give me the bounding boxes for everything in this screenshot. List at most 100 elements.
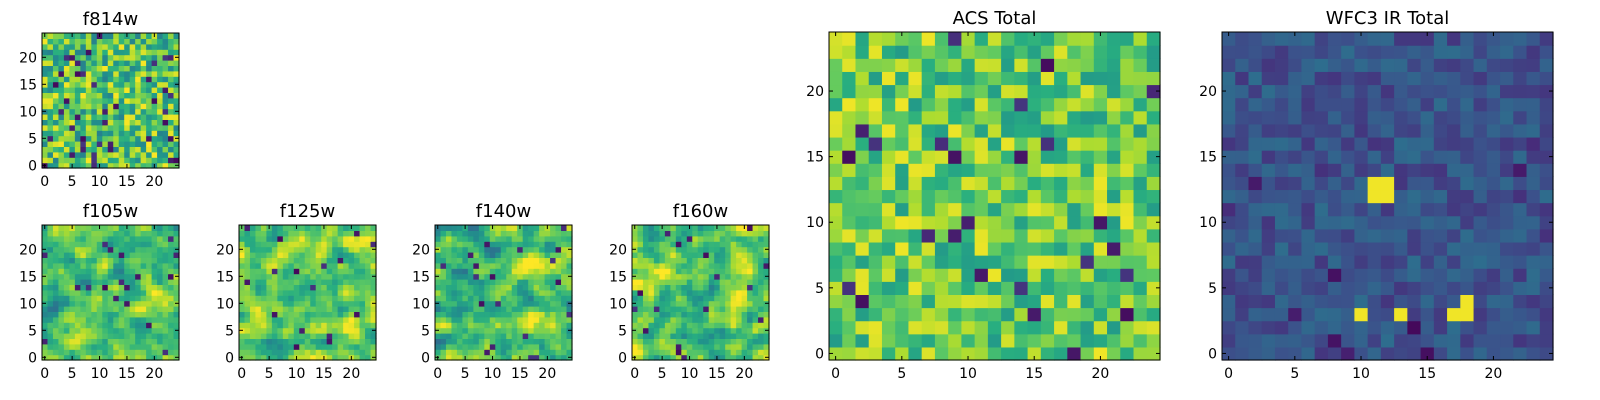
heatmap-cell — [107, 157, 114, 164]
y-tick-label: 10 — [806, 215, 824, 231]
heatmap-cell — [1248, 97, 1263, 112]
heatmap-cell — [80, 273, 87, 280]
heatmap-cell — [249, 273, 257, 280]
heatmap-cell — [440, 300, 447, 307]
heatmap-cell — [118, 279, 125, 285]
heatmap-cell — [299, 268, 306, 275]
x-tick-label: 15 — [1418, 366, 1436, 382]
heatmap-cell — [1014, 58, 1029, 72]
heatmap-cell — [489, 300, 496, 307]
heatmap-cell — [974, 150, 989, 164]
heatmap-cell — [343, 343, 350, 350]
heatmap-cell — [173, 151, 180, 158]
heatmap-cell — [321, 316, 328, 323]
heatmap-cell — [1040, 333, 1055, 348]
heatmap-cell — [632, 241, 639, 248]
heatmap-cell — [1027, 71, 1042, 86]
heatmap-cell — [730, 268, 737, 275]
heatmap-cell — [659, 289, 666, 296]
heatmap-cell — [544, 279, 551, 285]
heatmap-cell — [1146, 163, 1161, 177]
heatmap-cell — [168, 268, 175, 275]
heatmap-cell — [533, 343, 540, 350]
heatmap-cell — [129, 225, 136, 231]
heatmap-cell — [1067, 307, 1082, 322]
heatmap-cell — [670, 225, 677, 231]
heatmap-cell — [151, 114, 158, 120]
heatmap-cell — [354, 338, 361, 345]
heatmap-cell — [80, 151, 87, 158]
heatmap-cell — [533, 268, 540, 275]
heatmap-cell — [47, 49, 54, 56]
heatmap-cell — [670, 300, 677, 307]
heatmap-cell — [506, 246, 513, 253]
x-tick-label: 20 — [342, 366, 360, 382]
heatmap-cell — [539, 327, 546, 334]
heatmap-cell — [326, 284, 333, 291]
heatmap-cell — [102, 151, 109, 158]
heatmap-cell — [473, 349, 480, 356]
heatmap-cell — [135, 162, 142, 169]
heatmap-cell — [173, 92, 180, 99]
heatmap-cell — [162, 49, 169, 56]
heatmap-cell — [266, 230, 273, 237]
heatmap-cell — [91, 162, 98, 169]
heatmap-cell — [489, 316, 496, 323]
heatmap-cell — [332, 343, 339, 350]
heatmap-cell — [96, 92, 103, 99]
heatmap-cell — [708, 246, 715, 253]
heatmap-cell — [934, 45, 949, 59]
heatmap-cell — [1054, 58, 1068, 72]
heatmap-cell — [85, 322, 92, 329]
heatmap-cell — [511, 295, 518, 302]
heatmap-cell — [1080, 176, 1095, 191]
heatmap-cell — [118, 60, 125, 66]
heatmap-cell — [632, 343, 639, 350]
heatmap-cell — [1380, 45, 1395, 59]
heatmap-cell — [664, 252, 671, 258]
heatmap-cell — [271, 295, 278, 302]
heatmap-cell — [670, 230, 677, 237]
heatmap-cell — [974, 163, 989, 177]
heatmap-cell — [113, 38, 120, 45]
heatmap-cell — [74, 257, 81, 264]
heatmap-cell — [1261, 241, 1276, 256]
heatmap-cell — [118, 162, 125, 169]
heatmap-cell — [653, 295, 660, 302]
heatmap-cell — [162, 162, 169, 169]
heatmap-cell — [544, 311, 551, 318]
heatmap-cell — [550, 246, 557, 253]
heatmap-cell — [987, 97, 1002, 112]
heatmap-cell — [697, 225, 704, 231]
heatmap-cell — [1054, 241, 1068, 256]
heatmap-cell — [63, 151, 70, 158]
heatmap-cell — [484, 268, 491, 275]
heatmap-cell — [146, 262, 153, 269]
heatmap-cell — [146, 230, 153, 237]
heatmap-cell — [80, 60, 87, 66]
heatmap-cell — [855, 97, 870, 112]
heatmap-cell — [1107, 189, 1121, 204]
heatmap-cell — [102, 124, 109, 131]
heatmap-cell — [96, 119, 103, 126]
heatmap-cell — [1014, 71, 1029, 86]
heatmap-cell — [1486, 110, 1501, 125]
heatmap-cell — [675, 241, 682, 248]
heatmap-cell — [80, 327, 87, 334]
heatmap-cell — [747, 235, 754, 242]
heatmap-cell — [1107, 163, 1121, 177]
heatmap-cell — [1367, 84, 1382, 99]
heatmap-cell — [129, 268, 136, 275]
heatmap-cell — [1513, 97, 1528, 112]
heatmap-cell — [451, 225, 458, 231]
heatmap-cell — [659, 300, 666, 307]
heatmap-cell — [282, 268, 289, 275]
heatmap-cell — [703, 279, 710, 285]
heatmap-cell — [80, 33, 87, 39]
heatmap-cell — [747, 306, 754, 312]
heatmap-cell — [544, 349, 551, 356]
heatmap-cell — [118, 76, 125, 83]
heatmap-cell — [1314, 58, 1329, 72]
heatmap-cell — [173, 49, 180, 56]
heatmap-cell — [829, 163, 843, 177]
